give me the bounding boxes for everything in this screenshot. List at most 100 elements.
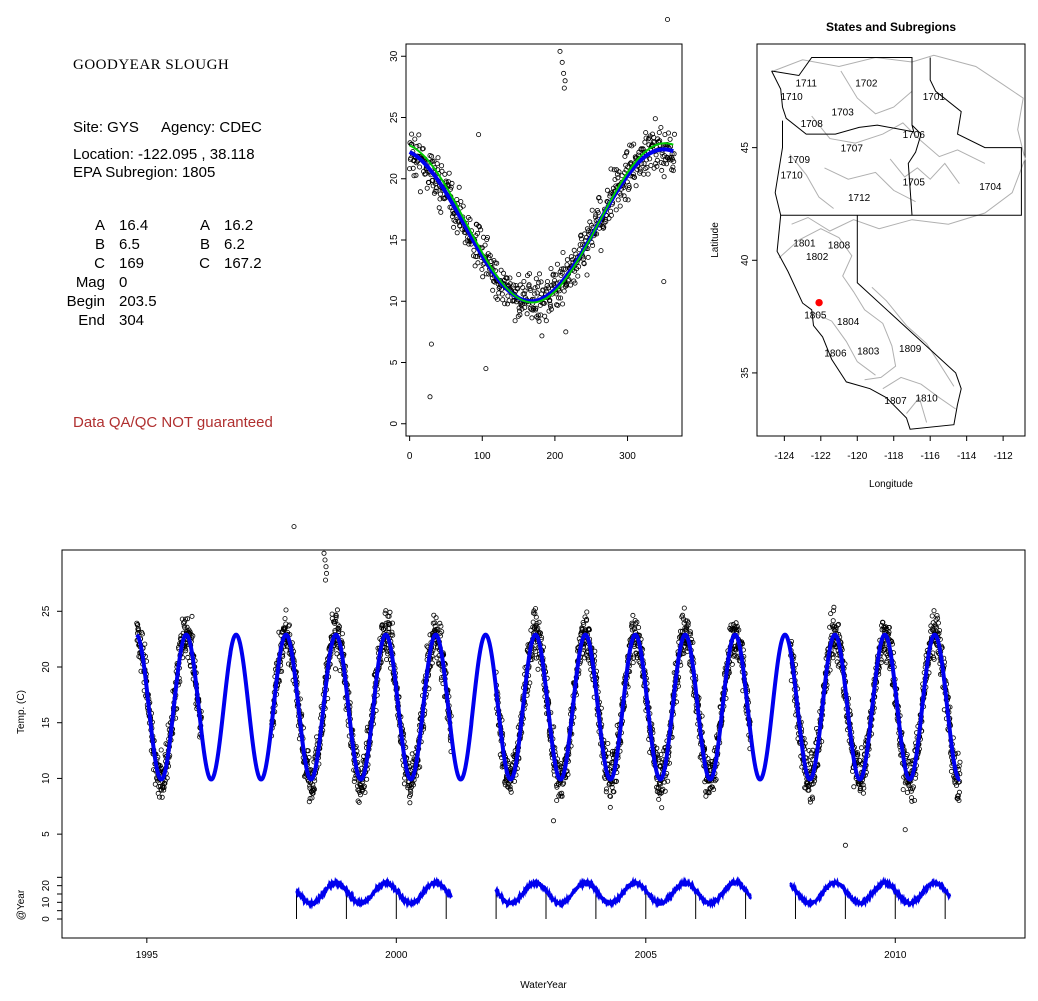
data-point (886, 629, 892, 635)
data-point (474, 230, 480, 236)
fit-curve-green (409, 142, 674, 304)
data-point (640, 146, 646, 152)
data-point (706, 790, 712, 796)
data-point (589, 207, 595, 213)
subregion-boundary (811, 311, 876, 376)
data-point (808, 761, 814, 767)
data-point (661, 779, 667, 785)
data-point (534, 290, 540, 296)
subregion-boundary (882, 376, 956, 410)
data-point (305, 748, 311, 754)
year-fit-chart: @Year 0 10 20 (16, 876, 952, 922)
data-point (613, 207, 619, 213)
data-point (712, 778, 718, 784)
data-point (626, 185, 632, 191)
data-point (932, 624, 938, 630)
data-point (908, 788, 914, 794)
data-point (548, 306, 554, 312)
data-point (658, 752, 664, 758)
data-point (472, 263, 478, 269)
y-tick-label: 25 (389, 112, 400, 124)
data-point (545, 279, 551, 285)
data-point (608, 166, 614, 172)
data-point (711, 787, 717, 793)
data-point (729, 661, 735, 667)
data-point (909, 795, 915, 801)
data-point (515, 313, 521, 319)
data-point (387, 609, 393, 615)
region-label: 1709 (788, 155, 811, 166)
region-label: 1806 (824, 349, 847, 360)
subregion-map: States and Subregions Longitude Latitude -1… (710, 20, 1026, 490)
data-point (364, 776, 370, 782)
data-point (431, 158, 437, 164)
data-point (607, 793, 613, 799)
data-point (559, 790, 565, 796)
data-point (830, 618, 836, 624)
data-point (597, 198, 603, 204)
data-point (451, 224, 457, 230)
data-point (561, 85, 567, 91)
data-point (616, 169, 622, 175)
data-point (521, 278, 527, 284)
data-point (291, 524, 297, 530)
data-point (655, 755, 661, 761)
data-point (641, 171, 647, 177)
data-point (667, 136, 673, 142)
data-point (423, 171, 429, 177)
region-label: 1711 (795, 78, 817, 89)
data-point (948, 768, 954, 774)
region-label: 1807 (884, 396, 907, 407)
data-point (656, 757, 662, 763)
data-point (413, 172, 419, 178)
data-point (880, 619, 886, 625)
data-point (182, 625, 188, 631)
y-tick-label: 40 (740, 254, 751, 266)
data-point (551, 281, 557, 287)
region-label: 1802 (806, 252, 829, 263)
data-point (439, 629, 445, 635)
data-point (507, 281, 513, 287)
data-point (607, 804, 613, 810)
x-tick-label: -118 (884, 451, 904, 462)
data-point (650, 131, 656, 137)
data-point (334, 607, 340, 613)
data-point (642, 139, 648, 145)
data-point (604, 786, 610, 792)
data-point (522, 288, 528, 294)
data-point (539, 333, 545, 339)
data-point (416, 143, 422, 149)
subregion-boundary (778, 228, 897, 381)
data-point (283, 607, 289, 613)
data-point (642, 149, 648, 155)
data-point (446, 170, 452, 176)
data-point (554, 798, 560, 804)
data-point (666, 130, 672, 136)
data-point (467, 216, 473, 222)
y-tick-label: 15 (41, 717, 52, 729)
region-label: 1804 (837, 317, 860, 328)
x-tick-label: -122 (811, 451, 831, 462)
map-title: States and Subregions (826, 20, 956, 34)
data-point (411, 173, 417, 179)
data-point (516, 272, 522, 278)
x-tick-label: -120 (847, 451, 867, 462)
data-point (581, 622, 587, 628)
data-point (730, 621, 736, 627)
data-point (382, 610, 388, 616)
data-point (643, 130, 649, 136)
data-point (162, 780, 168, 786)
data-point (512, 778, 518, 784)
data-point (618, 192, 624, 198)
site-name: GOODYEAR SLOUGH (73, 57, 230, 73)
data-point (533, 305, 539, 311)
data-points (407, 16, 678, 400)
data-point (644, 164, 650, 170)
data-point (435, 627, 441, 633)
data-point (504, 275, 510, 281)
data-point (559, 59, 565, 65)
data-point (937, 628, 943, 634)
data-point (671, 151, 677, 157)
region-label: 1701 (923, 92, 946, 103)
